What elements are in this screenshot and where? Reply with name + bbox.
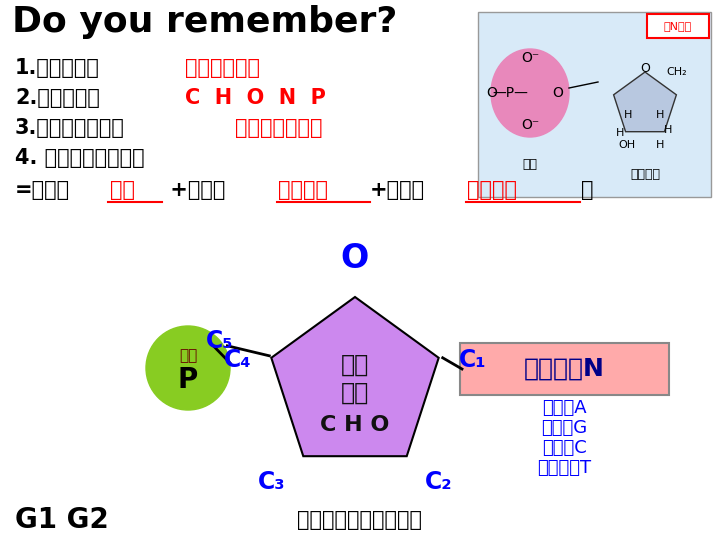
Text: 磷酸: 磷酸 (523, 159, 538, 172)
Text: OH: OH (618, 140, 636, 150)
Polygon shape (613, 72, 676, 132)
Text: 含氮碱基: 含氮碱基 (467, 180, 517, 200)
Polygon shape (271, 297, 438, 456)
Circle shape (146, 326, 230, 410)
Text: 脱氧核糖核酸: 脱氧核糖核酸 (185, 58, 260, 78)
Text: 含氮碱基N: 含氮碱基N (524, 357, 605, 381)
Text: 1.中文名称：: 1.中文名称： (15, 58, 100, 78)
Text: 含N碱基: 含N碱基 (664, 21, 692, 31)
Text: O⁻: O⁻ (521, 51, 539, 65)
Text: 胞嘧啶C: 胞嘧啶C (542, 439, 587, 457)
Text: C₃: C₃ (258, 470, 285, 494)
Text: C₄: C₄ (224, 348, 251, 372)
Text: O: O (640, 62, 650, 75)
Text: 4. 一分子脱氧核苷酸: 4. 一分子脱氧核苷酸 (15, 148, 145, 168)
FancyBboxPatch shape (647, 14, 709, 38)
FancyBboxPatch shape (460, 343, 669, 395)
Text: G1 G2: G1 G2 (15, 506, 109, 534)
Text: 脱氧核糖: 脱氧核糖 (630, 168, 660, 181)
Text: H: H (656, 110, 664, 120)
Text: 磷酸: 磷酸 (179, 348, 197, 363)
Text: O: O (341, 242, 369, 275)
Text: —P—: —P— (492, 86, 528, 100)
Text: C  H  O  N  P: C H O N P (185, 88, 326, 108)
FancyBboxPatch shape (478, 12, 711, 197)
Text: O: O (487, 86, 498, 100)
Text: O⁻: O⁻ (521, 118, 539, 132)
Ellipse shape (491, 49, 569, 137)
Text: 脱氧核糖核苷酸: 脱氧核糖核苷酸 (235, 118, 323, 138)
Text: 核糖: 核糖 (341, 381, 369, 405)
Text: C₁: C₁ (459, 348, 486, 372)
Text: C₂: C₂ (425, 470, 452, 494)
Text: H: H (624, 110, 632, 120)
Text: CH₂: CH₂ (666, 67, 687, 77)
Text: +一分子: +一分子 (370, 180, 425, 200)
Text: H: H (656, 140, 664, 150)
Text: 鸟嘌呤G: 鸟嘌呤G (541, 419, 588, 437)
Text: Do you remember?: Do you remember? (12, 5, 397, 39)
Text: 磷酸: 磷酸 (110, 180, 135, 200)
Text: 脱氧核糖核苷酸模式图: 脱氧核糖核苷酸模式图 (297, 510, 423, 530)
Text: 腺嘌呤A: 腺嘌呤A (542, 399, 587, 417)
Text: O: O (552, 86, 564, 100)
Text: C₅: C₅ (205, 329, 233, 353)
Text: 脱氧核糖: 脱氧核糖 (278, 180, 328, 200)
Text: 2.组成元素：: 2.组成元素： (15, 88, 100, 108)
Text: 胸腺嘧啶T: 胸腺嘧啶T (537, 459, 592, 477)
Text: =一分子: =一分子 (15, 180, 70, 200)
Text: H: H (616, 128, 624, 138)
Text: 。: 。 (581, 180, 593, 200)
Text: C H O: C H O (320, 415, 390, 435)
Text: H: H (664, 125, 672, 135)
Text: +一分子: +一分子 (163, 180, 225, 200)
Text: 脱氧: 脱氧 (341, 353, 369, 377)
Text: 3.基本组成单位：: 3.基本组成单位： (15, 118, 125, 138)
Text: P: P (178, 366, 198, 394)
